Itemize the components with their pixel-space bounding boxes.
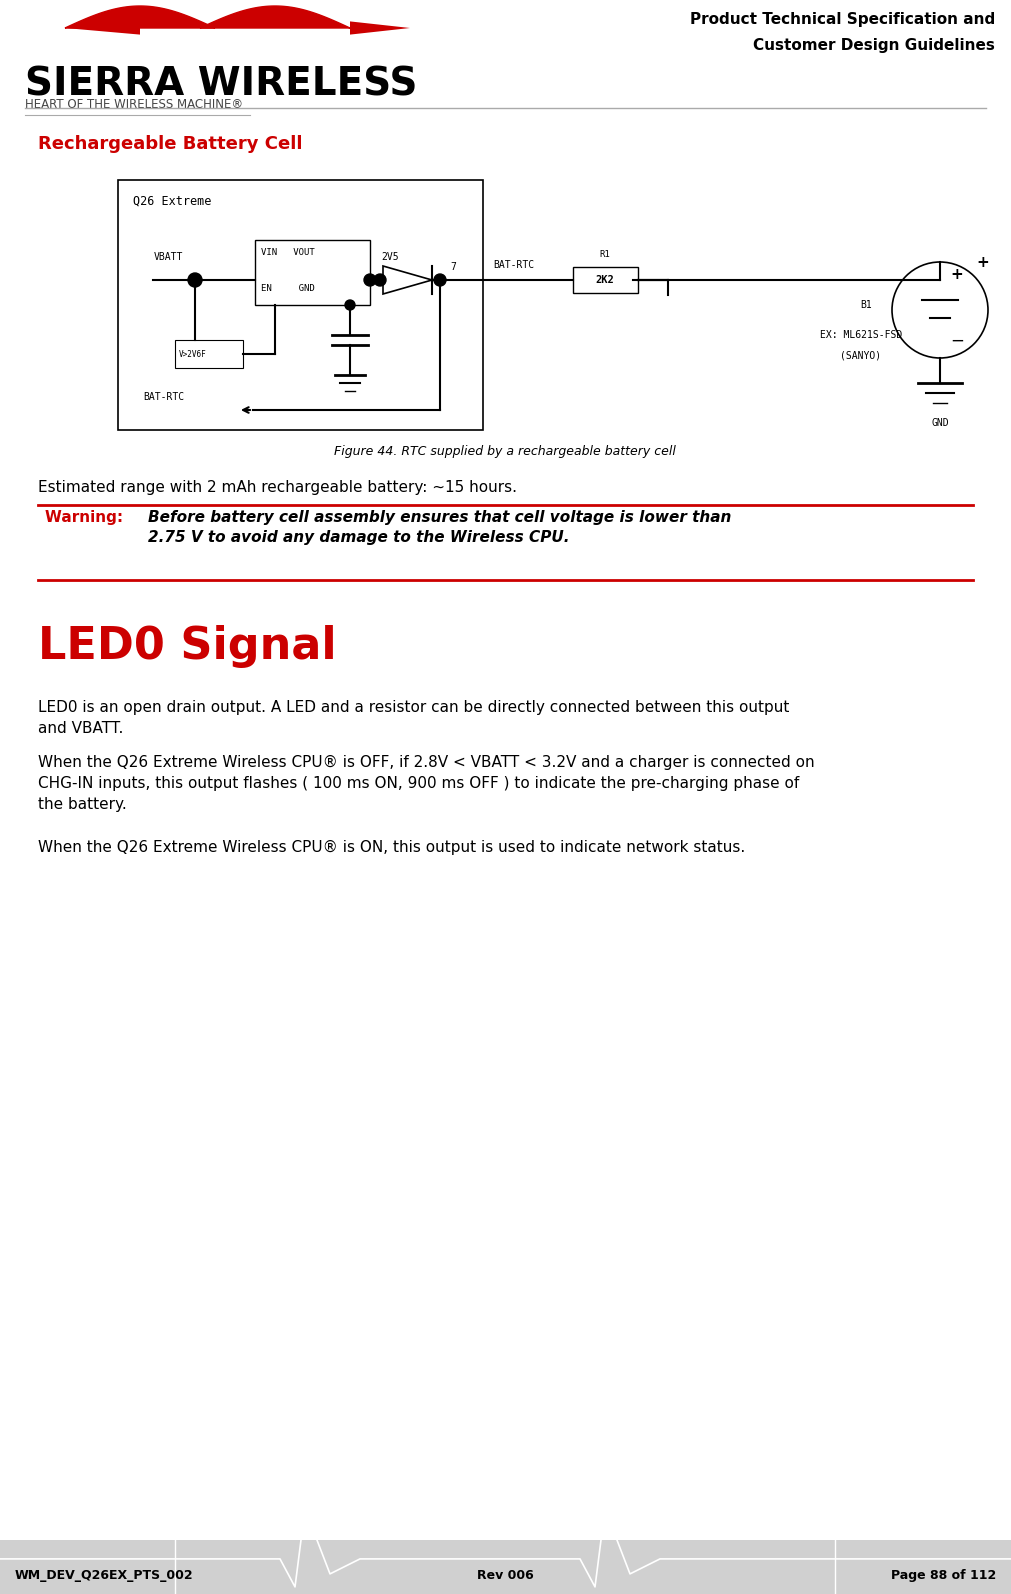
Polygon shape (350, 21, 410, 35)
Text: LED0 Signal: LED0 Signal (38, 625, 337, 668)
Text: Rev 006: Rev 006 (476, 1568, 534, 1581)
Text: WM_DEV_Q26EX_PTS_002: WM_DEV_Q26EX_PTS_002 (15, 1568, 194, 1581)
Text: Customer Design Guidelines: Customer Design Guidelines (753, 38, 995, 53)
Text: 2V5: 2V5 (381, 252, 398, 261)
Text: BAT-RTC: BAT-RTC (143, 392, 184, 402)
Circle shape (892, 261, 988, 359)
Text: HEART OF THE WIRELESS MACHINE®: HEART OF THE WIRELESS MACHINE® (25, 97, 243, 112)
Text: 2K2: 2K2 (595, 276, 615, 285)
Circle shape (374, 274, 386, 285)
Text: When the Q26 Extreme Wireless CPU® is OFF, if 2.8V < VBATT < 3.2V and a charger : When the Q26 Extreme Wireless CPU® is OF… (38, 756, 815, 811)
Polygon shape (200, 6, 350, 29)
Bar (0, 1540, 1011, 1594)
Text: −: − (950, 332, 963, 351)
Text: 7: 7 (450, 261, 456, 273)
Text: Q26 Extreme: Q26 Extreme (133, 194, 211, 207)
Text: Warning:: Warning: (45, 510, 133, 524)
Bar (175, 340, 243, 368)
Text: V>2V6F: V>2V6F (179, 349, 207, 359)
Polygon shape (65, 6, 215, 29)
Bar (255, 241, 370, 304)
Text: Rechargeable Battery Cell: Rechargeable Battery Cell (38, 135, 302, 153)
Circle shape (364, 274, 376, 285)
Polygon shape (65, 21, 140, 35)
Text: Figure 44. RTC supplied by a rechargeable battery cell: Figure 44. RTC supplied by a rechargeabl… (334, 445, 676, 457)
Text: LED0 is an open drain output. A LED and a resistor can be directly connected bet: LED0 is an open drain output. A LED and … (38, 700, 790, 736)
Text: (SANYO): (SANYO) (840, 351, 882, 360)
Circle shape (434, 274, 446, 285)
Text: EN     GND: EN GND (261, 284, 314, 293)
Text: R1: R1 (600, 250, 611, 258)
Text: Page 88 of 112: Page 88 of 112 (891, 1568, 996, 1581)
Text: SIERRA WIRELESS: SIERRA WIRELESS (25, 65, 418, 104)
Polygon shape (383, 266, 432, 293)
Text: GND: GND (931, 418, 948, 429)
Text: +: + (977, 255, 990, 269)
Circle shape (345, 300, 355, 309)
Text: VIN   VOUT: VIN VOUT (261, 249, 314, 257)
Text: Product Technical Specification and: Product Technical Specification and (690, 13, 995, 27)
Circle shape (188, 273, 202, 287)
Text: When the Q26 Extreme Wireless CPU® is ON, this output is used to indicate networ: When the Q26 Extreme Wireless CPU® is ON… (38, 840, 745, 854)
Text: EX: ML621S-FSD: EX: ML621S-FSD (820, 330, 902, 340)
Text: B1: B1 (860, 300, 871, 309)
Text: VBATT: VBATT (154, 252, 183, 261)
Text: BAT-RTC: BAT-RTC (493, 260, 534, 269)
Bar (118, 180, 483, 430)
Text: Estimated range with 2 mAh rechargeable battery: ~15 hours.: Estimated range with 2 mAh rechargeable … (38, 480, 517, 496)
Bar (573, 268, 638, 293)
Text: +: + (950, 268, 962, 282)
Text: Before battery cell assembly ensures that cell voltage is lower than
2.75 V to a: Before battery cell assembly ensures tha… (148, 510, 731, 545)
